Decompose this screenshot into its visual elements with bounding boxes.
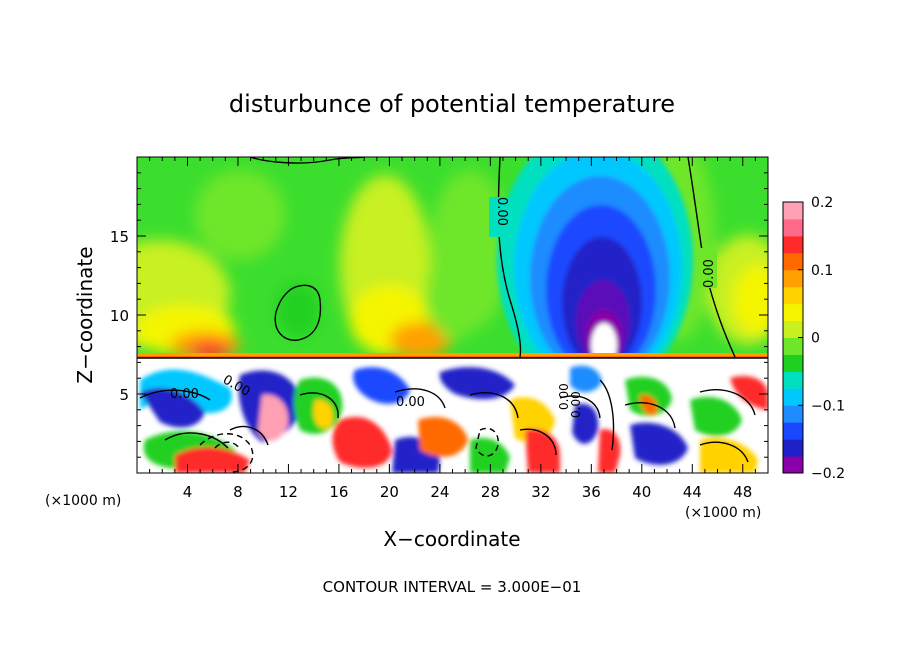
- colorbar-swatch: [783, 456, 803, 474]
- x-tick-label: 36: [582, 483, 601, 501]
- colorbar-swatch: [783, 337, 803, 355]
- x-tick-label: 4: [183, 483, 193, 501]
- x-tick-label: 44: [683, 483, 702, 501]
- y-axis-title: Z−coordinate: [73, 246, 97, 383]
- contour-label: 0.00: [702, 259, 717, 288]
- colorbar-swatch: [783, 388, 803, 406]
- colorbar-swatch: [783, 320, 803, 338]
- colorbar-swatch: [783, 439, 803, 457]
- colorbar-tick-label: 0.2: [811, 195, 833, 211]
- colorbar-tick-label: −0.1: [811, 398, 845, 414]
- colorbar-swatch: [783, 218, 803, 237]
- colorbar-tick-label: 0: [811, 331, 820, 347]
- x-tick-label: 40: [632, 483, 651, 501]
- y-tick-label: 10: [110, 307, 129, 325]
- x-tick-label: 20: [380, 483, 399, 501]
- x-tick-label: 8: [233, 483, 243, 501]
- contour-label: 0.00: [569, 391, 583, 418]
- x-tick-label: 28: [481, 483, 500, 501]
- x-tick-label: 24: [430, 483, 449, 501]
- colorbar-swatch: [783, 303, 803, 322]
- colorbar-swatch: [783, 371, 803, 389]
- colorbar-swatch: [783, 405, 803, 423]
- x-tick-label: 12: [279, 483, 298, 501]
- x-unit-label-right: (×1000 m): [685, 505, 761, 521]
- x-tick-label: 48: [733, 483, 752, 501]
- x-tick-label: 32: [531, 483, 550, 501]
- chart-title: disturbunce of potential temperature: [229, 90, 675, 118]
- colorbar-tick-label: −0.2: [811, 466, 845, 482]
- colorbar-swatch: [783, 354, 803, 372]
- colorbar-swatch: [783, 252, 803, 271]
- x-axis: 4 8 12 16 20 24 28 32 36 40 44 48: [149, 157, 756, 501]
- colorbar-swatch: [783, 422, 803, 440]
- y-axis: 5 10 15: [110, 172, 768, 458]
- contour-label: 0.00: [396, 395, 425, 410]
- contour-label: 0.00: [170, 387, 199, 402]
- contour-label-group: 0.00 0.00 0.00 0.00 0.00 0.00 0.00: [170, 197, 717, 418]
- y-tick-label: 15: [110, 228, 129, 246]
- colorbar-swatch: [783, 286, 803, 305]
- contour-label: 0.00: [494, 197, 509, 226]
- contour-label: 0.00: [557, 383, 571, 410]
- y-tick-label: 5: [119, 386, 129, 404]
- x-axis-title: X−coordinate: [383, 527, 520, 551]
- colorbar-swatch: [783, 235, 803, 254]
- colorbar: [783, 202, 803, 474]
- contour-interval-note: CONTOUR INTERVAL = 3.000E−01: [323, 578, 582, 596]
- colorbar-swatch: [783, 202, 803, 220]
- x-unit-label-left: (×1000 m): [45, 493, 121, 509]
- colorbar-swatch: [783, 269, 803, 288]
- field-image: [137, 157, 768, 473]
- x-tick-label: 16: [329, 483, 348, 501]
- colorbar-tick-label: 0.1: [811, 263, 833, 279]
- colorbar-ticks: 0.2 0.1 0 −0.1 −0.2: [798, 195, 845, 482]
